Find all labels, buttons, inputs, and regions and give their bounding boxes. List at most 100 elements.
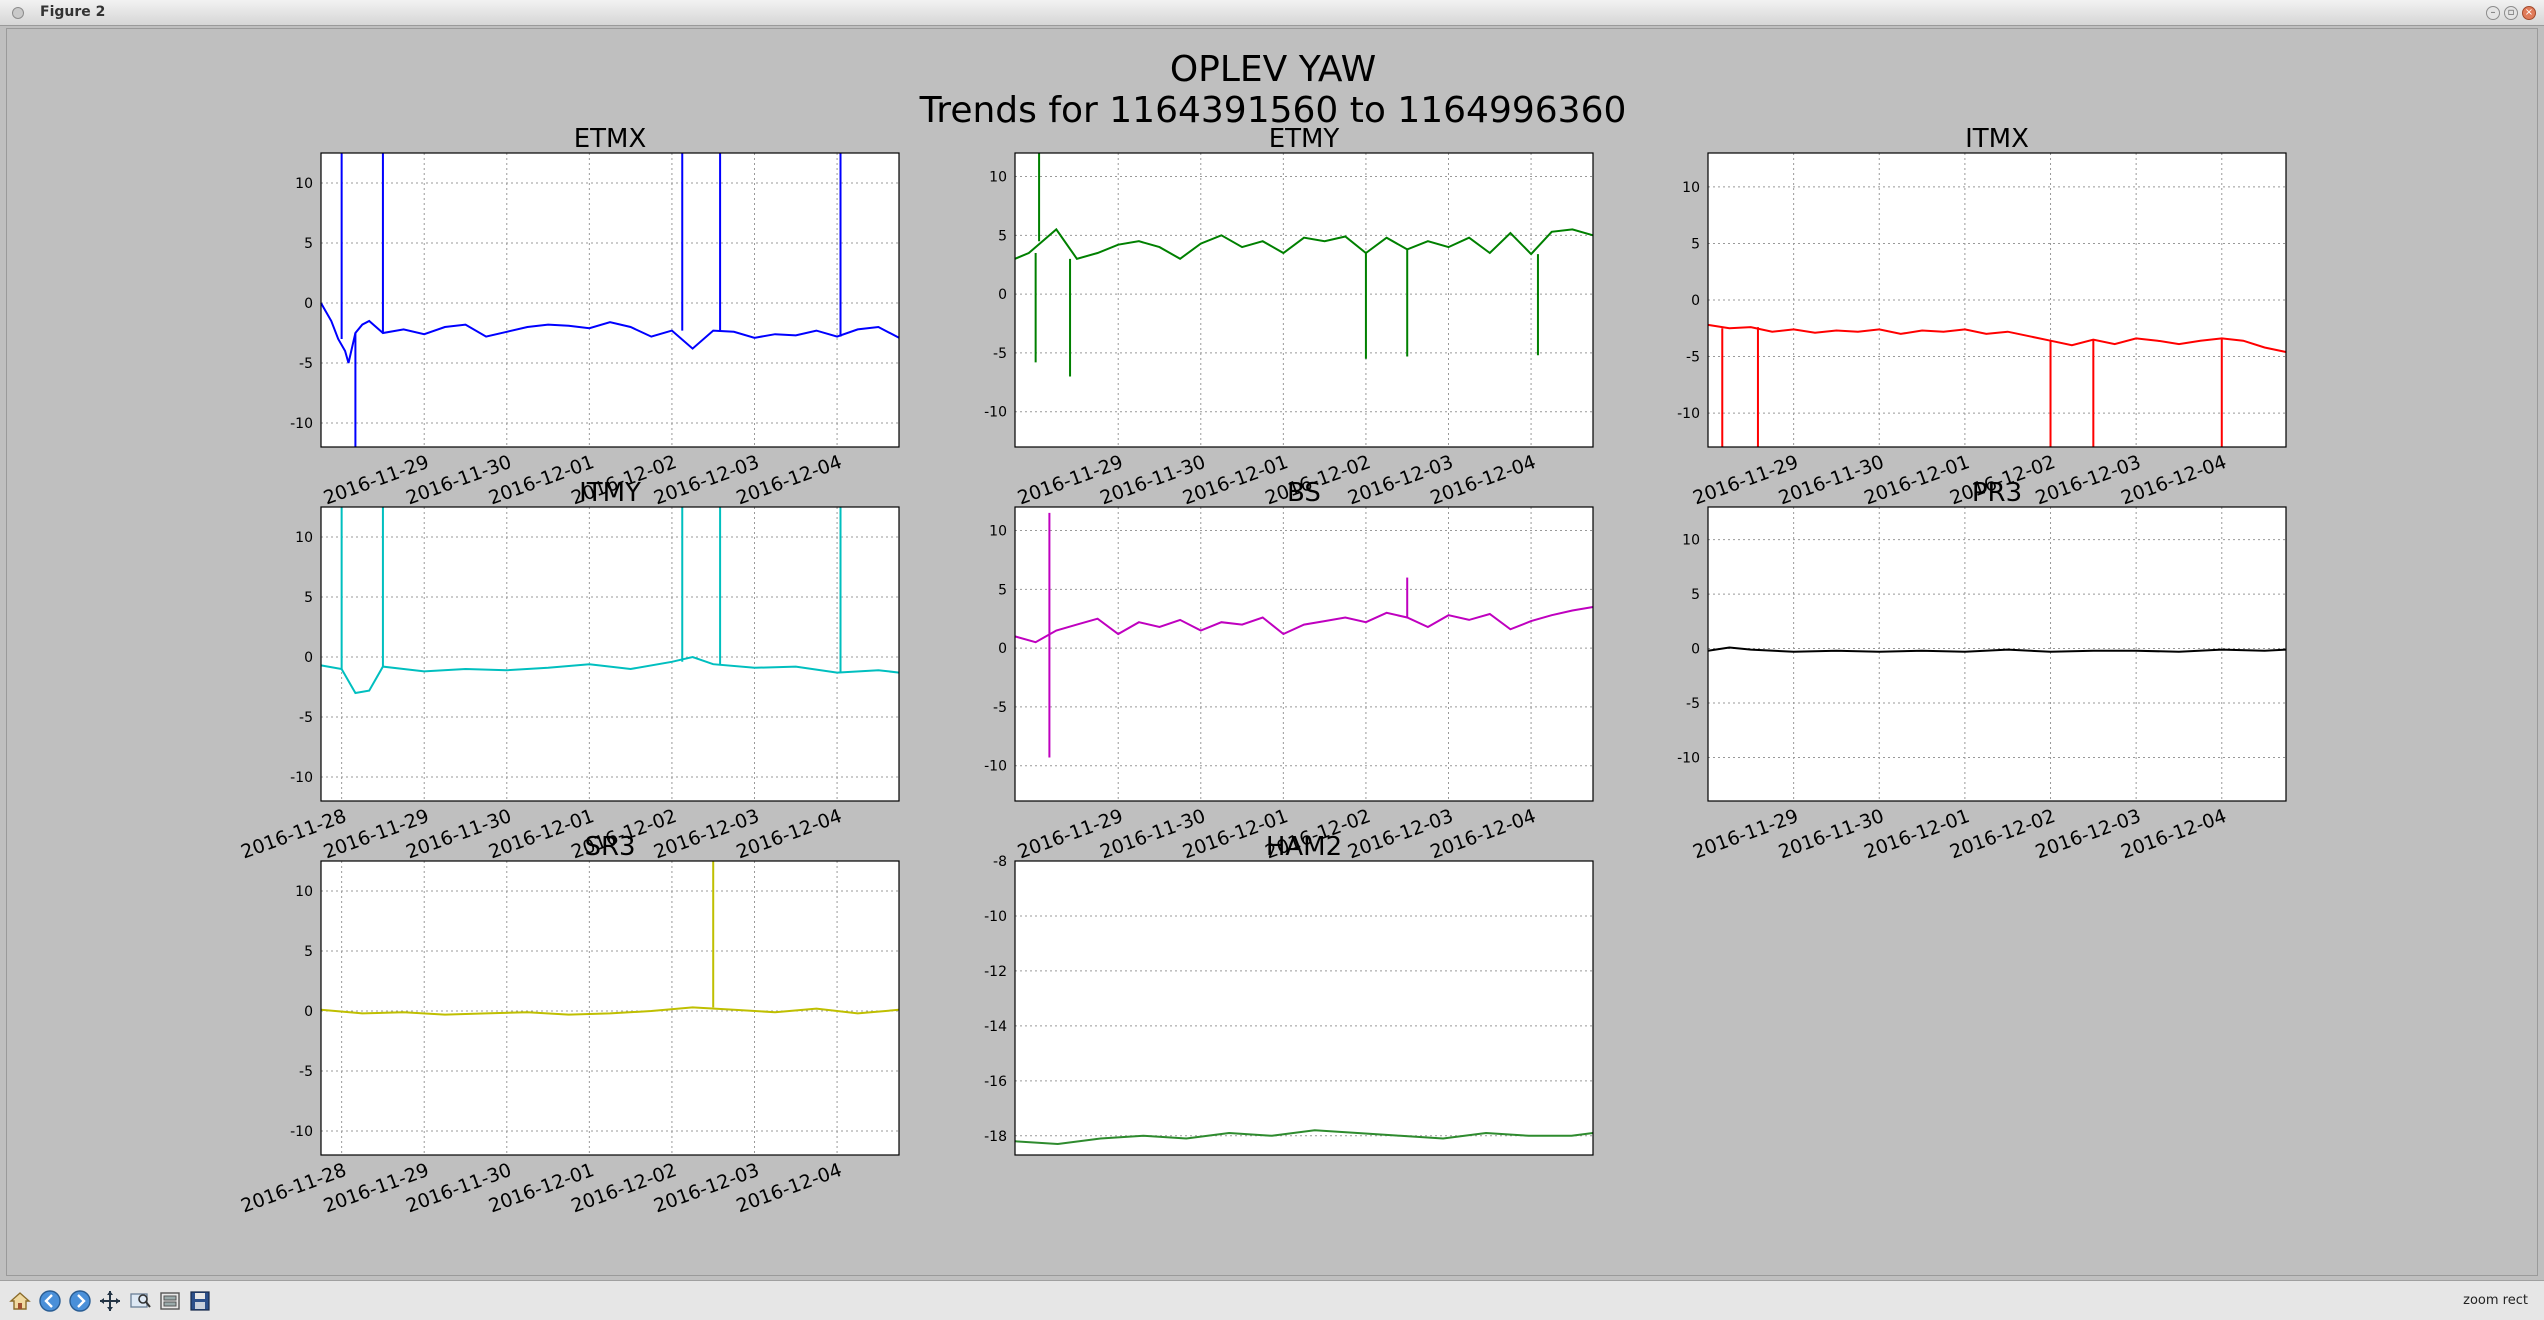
y-tick-label: -5 xyxy=(299,356,313,372)
subplot-etmy: 2016-11-292016-11-302016-12-012016-12-02… xyxy=(984,124,1594,509)
subplot-bs: 2016-11-292016-11-302016-12-012016-12-02… xyxy=(984,478,1594,863)
plot-frame xyxy=(320,506,900,802)
plot-frame xyxy=(1014,152,1594,448)
plot-area xyxy=(321,153,899,447)
figure-svg: OPLEV YAW Trends for 1164391560 to 11649… xyxy=(238,49,2287,1217)
y-tick-label: -10 xyxy=(290,770,313,786)
y-tick-label: 0 xyxy=(1691,642,1700,658)
zoom-icon[interactable] xyxy=(128,1289,152,1313)
series-line xyxy=(1014,606,1594,644)
y-tick-label: -10 xyxy=(984,759,1007,775)
y-tick-label: 10 xyxy=(295,530,313,546)
plot-frame xyxy=(1707,506,2287,802)
y-tick-label: -16 xyxy=(984,1074,1007,1090)
forward-icon[interactable] xyxy=(68,1289,92,1313)
y-tick-label: 10 xyxy=(295,884,313,900)
series-line xyxy=(1707,646,2287,653)
plot-area xyxy=(321,861,899,1155)
y-tick-label: -10 xyxy=(290,416,313,432)
pan-icon[interactable] xyxy=(98,1289,122,1313)
y-tick-label: -10 xyxy=(984,405,1007,421)
figure-canvas[interactable]: OPLEV YAW Trends for 1164391560 to 11649… xyxy=(6,28,2538,1276)
back-icon[interactable] xyxy=(38,1289,62,1313)
plot-frame xyxy=(320,860,900,1156)
y-tick-label: 10 xyxy=(1682,533,1700,549)
plot-area xyxy=(321,507,899,801)
plot-area xyxy=(1015,861,1593,1155)
y-tick-label: 5 xyxy=(304,944,313,960)
y-tick-label: -10 xyxy=(290,1124,313,1140)
plot-frame xyxy=(1707,152,2287,448)
y-tick-label: 5 xyxy=(304,590,313,606)
y-tick-label: -10 xyxy=(1677,406,1700,422)
y-tick-label: 5 xyxy=(998,582,1007,598)
subplot-title: PR3 xyxy=(1972,478,2022,508)
close-icon[interactable]: × xyxy=(2522,6,2536,20)
plot-frame xyxy=(1014,506,1594,802)
figure-title: OPLEV YAW xyxy=(1170,49,1376,90)
save-icon[interactable] xyxy=(188,1289,212,1313)
series-line xyxy=(320,1006,900,1016)
plot-frame xyxy=(1014,860,1594,1156)
series-line xyxy=(320,302,900,364)
plot-area xyxy=(1015,153,1593,447)
y-tick-label: 5 xyxy=(998,228,1007,244)
subplots: 2016-11-292016-11-302016-12-012016-12-02… xyxy=(238,124,2287,1217)
subplot-itmx: 2016-11-292016-11-302016-12-012016-12-02… xyxy=(1677,124,2287,509)
subplot-etmx: 2016-11-292016-11-302016-12-012016-12-02… xyxy=(290,124,900,509)
y-tick-label: 10 xyxy=(989,170,1007,186)
subplot-pr3: 2016-11-292016-11-302016-12-012016-12-02… xyxy=(1677,478,2287,863)
status-message: zoom rect xyxy=(2463,1293,2528,1308)
y-tick-label: -18 xyxy=(984,1129,1007,1145)
y-tick-label: 10 xyxy=(295,176,313,192)
series-line xyxy=(1014,227,1594,260)
subplot-title: ITMY xyxy=(579,478,641,508)
subplot-title: HAM2 xyxy=(1266,832,1342,862)
series-line xyxy=(1707,323,2287,353)
plot-area xyxy=(1708,507,2286,801)
y-tick-label: 0 xyxy=(998,641,1007,657)
window-title: Figure 2 xyxy=(40,4,106,20)
plot-frame xyxy=(320,152,900,448)
y-tick-label: 5 xyxy=(1691,587,1700,603)
window-titlebar[interactable]: Figure 2 – ▫ × xyxy=(0,0,2544,26)
y-tick-label: -5 xyxy=(993,700,1007,716)
y-tick-label: 10 xyxy=(989,524,1007,540)
y-tick-label: 0 xyxy=(304,1004,313,1020)
minimize-icon[interactable]: – xyxy=(2486,6,2500,20)
y-tick-label: 10 xyxy=(1682,180,1700,196)
y-tick-label: -8 xyxy=(993,854,1007,870)
y-tick-label: 5 xyxy=(304,236,313,252)
subplot-title: ITMX xyxy=(1965,124,2029,154)
subplot-sr3: 2016-11-282016-11-292016-11-302016-12-01… xyxy=(238,832,900,1217)
y-tick-label: 0 xyxy=(304,296,313,312)
y-tick-label: -12 xyxy=(984,964,1007,980)
y-tick-label: 0 xyxy=(304,650,313,666)
y-tick-label: -14 xyxy=(984,1019,1007,1035)
configure-icon[interactable] xyxy=(158,1289,182,1313)
y-tick-label: -5 xyxy=(299,1064,313,1080)
home-icon[interactable] xyxy=(8,1289,32,1313)
subplot-title: ETMY xyxy=(1269,124,1340,154)
figure-subtitle: Trends for 1164391560 to 1164996360 xyxy=(919,90,1627,131)
y-tick-label: -5 xyxy=(1686,696,1700,712)
plot-area xyxy=(1015,507,1593,801)
y-tick-label: -10 xyxy=(1677,750,1700,766)
y-tick-label: -5 xyxy=(1686,350,1700,366)
y-tick-label: 5 xyxy=(1691,236,1700,252)
series-line xyxy=(320,655,900,695)
subplot-ham2: -18 -16 -14 -12 -10 -8 HAM2 xyxy=(984,832,1594,1156)
y-tick-label: -10 xyxy=(984,909,1007,925)
series-line xyxy=(1014,1129,1594,1146)
subplot-itmy: 2016-11-282016-11-292016-11-302016-12-01… xyxy=(238,478,900,863)
y-tick-label: -5 xyxy=(993,346,1007,362)
toolbar: zoom rect xyxy=(0,1280,2544,1320)
y-tick-label: 0 xyxy=(998,287,1007,303)
window-menu-icon[interactable] xyxy=(12,7,24,19)
y-tick-label: -5 xyxy=(299,710,313,726)
subplot-title: BS xyxy=(1287,478,1321,508)
subplot-title: ETMX xyxy=(574,124,647,154)
maximize-icon[interactable]: ▫ xyxy=(2504,6,2518,20)
subplot-title: SR3 xyxy=(584,832,635,862)
y-tick-label: 0 xyxy=(1691,293,1700,309)
